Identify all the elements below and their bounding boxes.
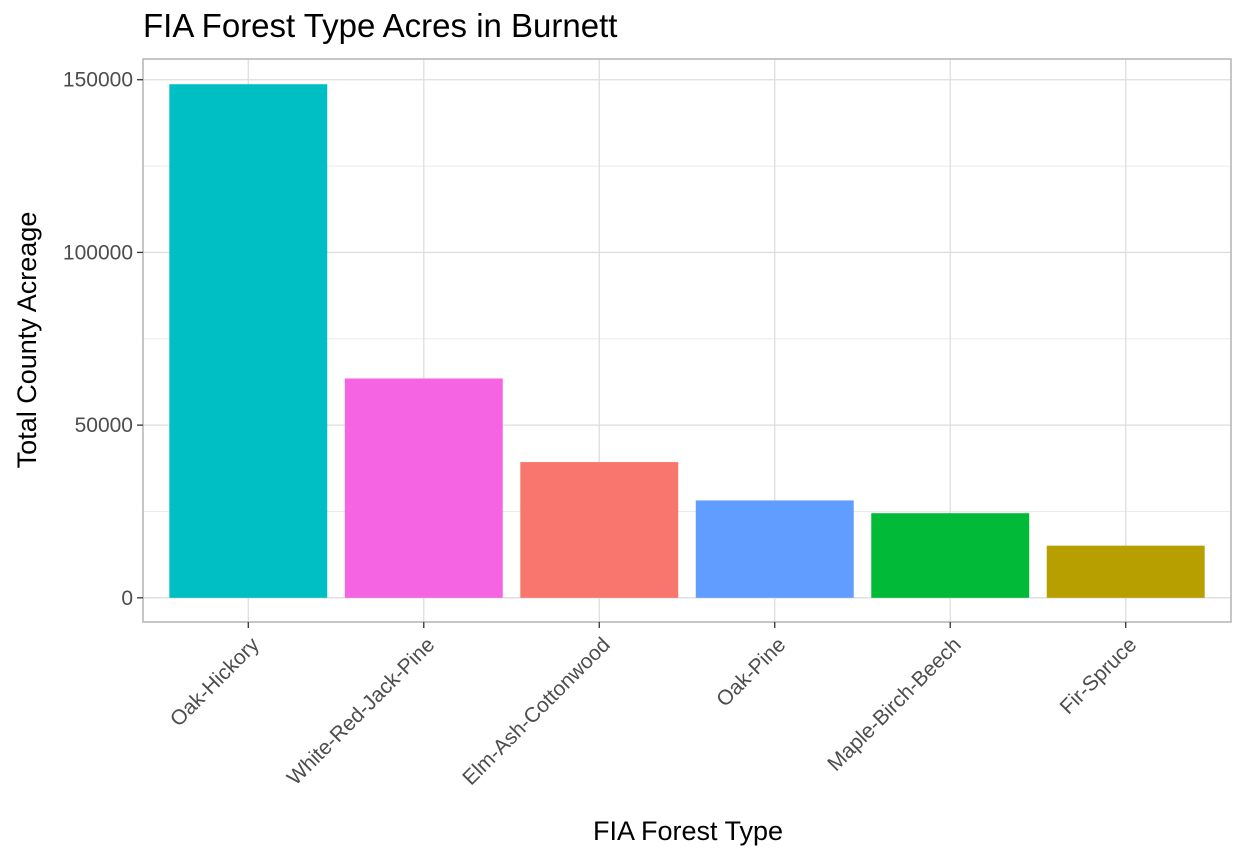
chart-title: FIA Forest Type Acres in Burnett: [143, 7, 617, 44]
x-axis-title: FIA Forest Type: [593, 816, 783, 846]
bar: [871, 513, 1030, 598]
y-axis-ticks: 0 50000 100000 150000: [63, 69, 143, 610]
bar: [520, 462, 679, 598]
bar: [169, 84, 328, 598]
y-axis-title: Total County Acreage: [12, 212, 42, 469]
y-tick-label: 150000: [63, 69, 133, 92]
bar: [344, 378, 503, 598]
panel-border: [142, 58, 1232, 623]
bar: [1046, 545, 1205, 598]
bar: [695, 500, 854, 598]
y-tick-label: 100000: [63, 241, 133, 264]
bars: [169, 84, 1205, 598]
y-tick-label: 0: [121, 587, 133, 610]
y-tick-label: 50000: [75, 414, 133, 437]
